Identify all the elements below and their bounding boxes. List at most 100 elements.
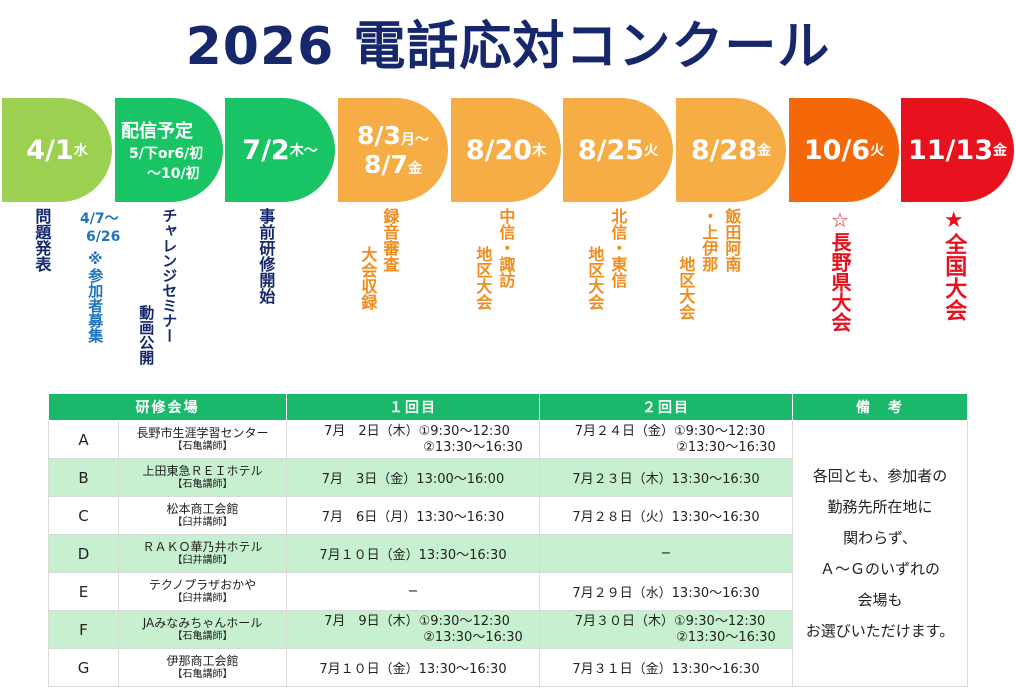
- schedule-table: 研修会場 １回目 ２回目 備 考 A 長野市生涯学習センター 【石亀講師】 7月 …: [48, 393, 968, 687]
- row-letter: A: [48, 420, 119, 459]
- venue-name: テクノプラザおかや: [148, 578, 257, 593]
- round2-cell: 7月２９日（水）13:30〜16:30: [539, 572, 793, 611]
- page-title: 2026 電話応対コンクール: [185, 17, 831, 77]
- table-row: A 長野市生涯学習センター 【石亀講師】 7月 2日（木）①9:30〜12:30 ②…: [48, 420, 968, 687]
- venue-cell: 上田東急ＲＥＩホテル 【石亀講師】: [118, 458, 287, 497]
- note-iida-3: 地区大会: [676, 256, 696, 320]
- venue-cell: 松本商工会館 【臼井講師】: [118, 496, 287, 535]
- venue-lecturer: 【石亀講師】: [172, 630, 233, 642]
- remark-line: 各回とも、参加者の: [812, 466, 948, 485]
- note-zenkoku: ★全国大会: [941, 208, 967, 321]
- timeline-date: 8/20: [465, 134, 533, 166]
- remarks-cell: 各回とも、参加者の 勤務先所在地に 関わらず、 Ａ〜Ｇのいずれの 会場も お選び…: [792, 420, 968, 687]
- timeline-step-apr1: 4/1 水: [2, 98, 112, 202]
- round2-cell: 7月３１日（金）13:30〜16:30: [539, 648, 793, 687]
- timeline-weekday2: 金: [407, 161, 422, 177]
- header-round2: ２回目: [539, 393, 793, 421]
- header-remarks: 備 考: [792, 393, 968, 421]
- round2-cell: 7月２８日（火）13:30〜16:30: [539, 496, 793, 535]
- venue-cell: JAみなみちゃんホール 【石亀講師】: [118, 610, 287, 649]
- round2-cell: 7月３０日（木）①9:30〜12:30 ②13:30〜16:30: [539, 610, 793, 649]
- timeline-step-aug20: 8/20 木: [451, 98, 561, 202]
- round1-time-2: ②13:30〜16:30: [423, 629, 523, 645]
- note-iida-2: ・上伊那: [699, 208, 719, 272]
- venue-name: 伊那商工会館: [166, 654, 239, 669]
- round2-cell: −: [539, 534, 793, 573]
- timeline-weekday: 月〜: [400, 132, 429, 148]
- round2-time-2: ②13:30〜16:30: [676, 439, 776, 455]
- venue-lecturer: 【石亀講師】: [172, 440, 233, 452]
- timeline-weekday: 金: [993, 143, 1007, 159]
- timeline-step-video: 配信予定 5/下or6/初 〜10/初: [115, 98, 223, 202]
- round1-cell: −: [286, 572, 540, 611]
- row-letter: C: [48, 496, 119, 535]
- remark-line: 勤務先所在地に: [827, 497, 933, 516]
- note-seminar-1: チャレンジセミナー: [160, 208, 179, 343]
- row-letter: D: [48, 534, 119, 573]
- note-kensyu: 事前研修開始: [256, 208, 276, 304]
- remark-line: 関わらず、: [843, 528, 917, 547]
- venue-name: ＲＡＫＯ華乃井ホテル: [142, 540, 263, 555]
- venue-name: JAみなみちゃんホール: [142, 616, 263, 631]
- table-row: E テクノプラザおかや 【臼井講師】 − 7月２９日（水）13:30〜16:30: [48, 572, 968, 611]
- row-letter: G: [48, 648, 119, 687]
- round1-cell: 7月 6日（月）13:30〜16:30: [286, 496, 540, 535]
- note-bosyu-date2: 6/26: [86, 229, 121, 245]
- timeline-date: 8/28: [690, 134, 758, 166]
- round2-time-2: ②13:30〜16:30: [676, 629, 776, 645]
- round1-cell: 7月１０日（金）13:30〜16:30: [286, 534, 540, 573]
- round2-time: 7月２４日（金）①9:30〜12:30: [574, 423, 766, 439]
- row-letter: B: [48, 458, 119, 497]
- venue-cell: ＲＡＫＯ華乃井ホテル 【臼井講師】: [118, 534, 287, 573]
- venue-name: 松本商工会館: [166, 502, 239, 517]
- venue-lecturer: 【臼井講師】: [172, 592, 233, 604]
- note-hokushin-1: 北信・東信: [608, 208, 628, 288]
- table-row: F JAみなみちゃんホール 【石亀講師】 7月 9日（木）①9:30〜12:30 ②…: [48, 610, 968, 649]
- timeline-sub2: 〜10/初: [147, 166, 200, 182]
- venue-cell: 伊那商工会館 【石亀講師】: [118, 648, 287, 687]
- note-kenn: ☆長野県大会: [828, 208, 852, 332]
- round2-cell: 7月２３日（木）13:30〜16:30: [539, 458, 793, 497]
- round2-cell: 7月２４日（金）①9:30〜12:30 ②13:30〜16:30: [539, 420, 793, 459]
- note-iida-1: 飯田阿南: [722, 208, 742, 272]
- venue-lecturer: 【石亀講師】: [172, 668, 233, 680]
- header-round1: １回目: [286, 393, 540, 421]
- timeline-date: 4/1: [26, 134, 74, 166]
- round1-time: 7月 2日（木）①9:30〜12:30: [324, 423, 510, 439]
- timeline-step-aug3: 8/3月〜 8/7金: [338, 98, 448, 202]
- timeline-date: 11/13: [907, 134, 993, 166]
- timeline-weekday: 火: [644, 143, 659, 159]
- venue-lecturer: 【石亀講師】: [172, 478, 233, 490]
- note-chushin-2: 地区大会: [473, 246, 493, 310]
- remark-line: Ａ〜Ｇのいずれの: [819, 559, 940, 578]
- note-chushin-1: 中信・諏訪: [496, 208, 516, 288]
- timeline-weekday: 木〜: [289, 143, 318, 159]
- timeline-date: 7/2: [242, 134, 290, 166]
- venue-lecturer: 【臼井講師】: [172, 554, 233, 566]
- timeline-step-oct6: 10/6 火: [789, 98, 899, 202]
- timeline-date2: 8/7: [364, 150, 408, 179]
- note-mondai: 問題発表: [32, 208, 52, 272]
- round1-cell: 7月 2日（木）①9:30〜12:30 ②13:30〜16:30: [286, 420, 540, 459]
- table-header-row: 研修会場 １回目 ２回目 備 考: [48, 393, 968, 421]
- note-bosyu-date1: 4/7〜: [80, 211, 119, 227]
- timeline-sub1: 5/下or6/初: [129, 146, 204, 162]
- timeline-step-aug25: 8/25 火: [563, 98, 673, 202]
- round1-time-2: ②13:30〜16:30: [423, 439, 523, 455]
- timeline-weekday: 木: [532, 143, 547, 159]
- note-bosyu: ※参加者募集: [86, 250, 105, 343]
- timeline-weekday: 金: [757, 143, 772, 159]
- note-seminar-2: 動画公開: [137, 305, 156, 365]
- round1-cell: 7月 9日（木）①9:30〜12:30 ②13:30〜16:30: [286, 610, 540, 649]
- table-row: G 伊那商工会館 【石亀講師】 7月１０日（金）13:30〜16:30 7月３１日…: [48, 648, 968, 687]
- timeline-step-nov13: 11/13 金: [901, 98, 1014, 202]
- timeline-step-aug28: 8/28 金: [676, 98, 786, 202]
- venue-lecturer: 【臼井講師】: [172, 516, 233, 528]
- round2-time: 7月３０日（木）①9:30〜12:30: [574, 613, 766, 629]
- timeline-date: 8/25: [577, 134, 645, 166]
- table-row: B 上田東急ＲＥＩホテル 【石亀講師】 7月 3日（金）13:00〜16:00 7…: [48, 458, 968, 497]
- round1-cell: 7月１０日（金）13:30〜16:30: [286, 648, 540, 687]
- remark-line: 会場も: [857, 590, 903, 609]
- timeline-weekday: 火: [870, 143, 885, 159]
- header-venue: 研修会場: [48, 393, 287, 421]
